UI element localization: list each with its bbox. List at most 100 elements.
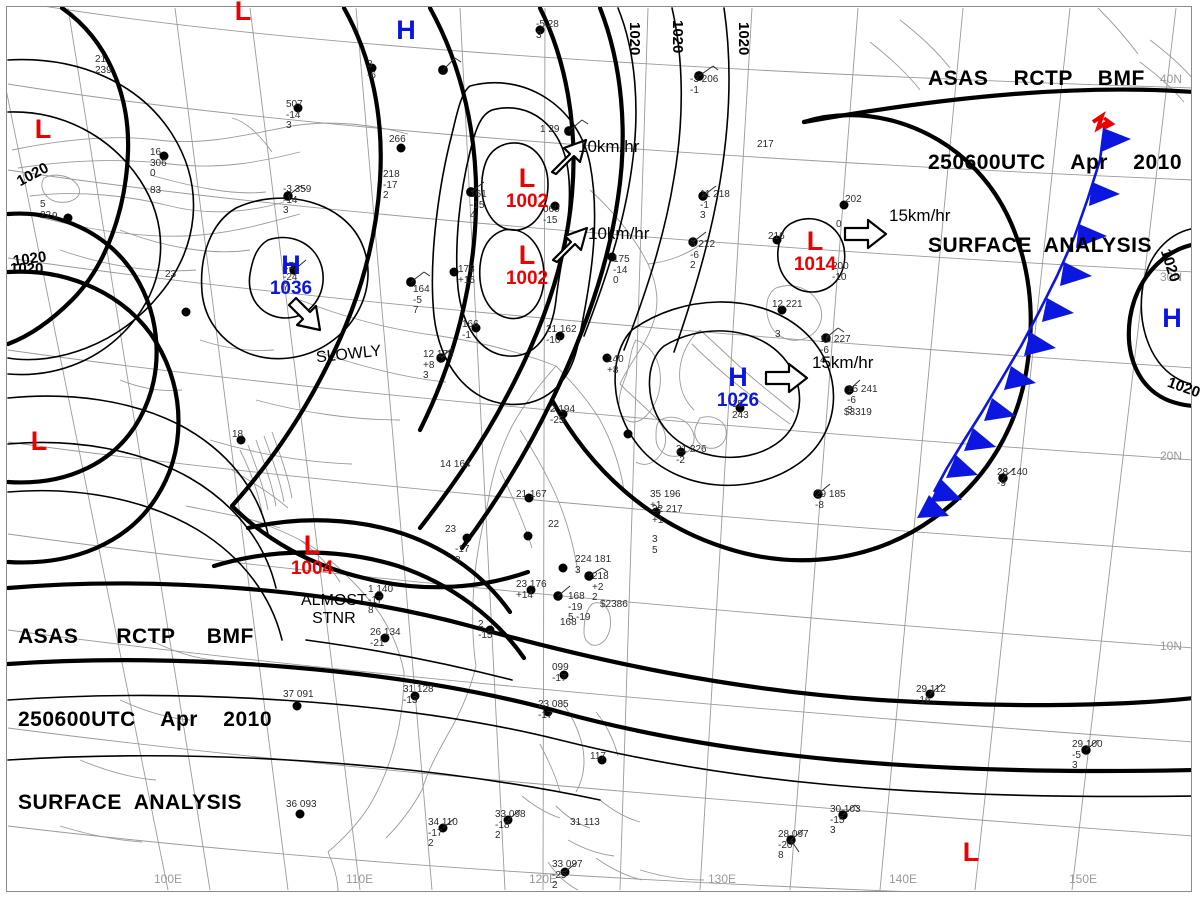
- station-plot: 164 -5 7: [413, 284, 430, 317]
- station-symbol-group: [63, 25, 1099, 877]
- station-plot-r1: $2386: [600, 599, 628, 610]
- station-plot: 18: [232, 429, 243, 441]
- station-plot-r2: +14: [516, 589, 533, 601]
- station-plot: 5 212 -6 2: [690, 239, 715, 272]
- station-plot-r2: -17: [368, 594, 383, 606]
- station-plot: $2386: [600, 599, 628, 611]
- station-plot: 175 -14 0: [613, 254, 630, 287]
- station-plot-r1: 25: [283, 261, 295, 272]
- station-plot-r1: 216: [768, 231, 785, 242]
- motion-low-b: 10km/hr: [588, 224, 650, 243]
- station-plot-r2: -6: [820, 344, 829, 356]
- station-plot-r3: 3: [700, 210, 706, 221]
- station-plot-r2: -6: [367, 69, 376, 81]
- latitude-label: 20N: [1160, 449, 1183, 463]
- station-plot-r1: 224 181: [575, 554, 612, 565]
- station-plot-r1: -17: [455, 544, 470, 555]
- station-plot-r1: 217: [757, 139, 774, 150]
- station-plot-r2: 8: [455, 554, 461, 566]
- longitude-label: 130E: [708, 872, 737, 886]
- station-plot-r1: 1 140: [368, 584, 394, 595]
- station-plot: $3319: [844, 407, 872, 419]
- station-plot-r2: -2: [676, 454, 685, 466]
- station-plot-r1: 83: [150, 185, 162, 196]
- station-plot-r1: 161: [470, 189, 487, 200]
- station-plot: 2 194 -25: [550, 404, 575, 426]
- station-plot: 168: [560, 617, 577, 629]
- station-plot-r1: 15 241: [847, 384, 878, 395]
- station-plot-r1: 12 176: [423, 349, 454, 360]
- note-almost-stnr-line-2: STNR: [312, 610, 356, 628]
- warm-front-tip-arrow: [1091, 111, 1116, 133]
- station-plot-r1: 202: [845, 194, 862, 205]
- station-plot-r1: 3: [367, 59, 373, 70]
- station-plot: 200 -10: [832, 261, 849, 283]
- station-plot: 11 218 -1 3: [700, 189, 730, 222]
- station-plot-r3: 2: [592, 592, 598, 603]
- longitude-label: 150E: [1069, 872, 1098, 886]
- station-plot-r1: 21: [95, 54, 107, 65]
- cold-front: [917, 111, 1131, 518]
- station-plot: 099 -17: [552, 662, 569, 684]
- station-plot: 218 +2 2: [592, 571, 609, 604]
- station-plot: 23: [165, 269, 176, 281]
- station-plot-r1: 2: [478, 619, 484, 630]
- station-plot-r1: 1 29: [540, 124, 560, 135]
- latitude-label: 40N: [1160, 72, 1183, 86]
- station-plot-r1: 218: [592, 571, 609, 582]
- longitude-label: 140E: [889, 872, 918, 886]
- station-plot-r1: 9: [52, 211, 58, 222]
- station-plot-r3: 4: [820, 355, 826, 366]
- station-plot-r1: 22 217: [652, 504, 683, 515]
- station-plot-r1: 200: [832, 261, 849, 272]
- station-plot: 31 113: [570, 817, 600, 829]
- station-plot-r2: +8: [423, 359, 435, 371]
- station-plot-r2: -18: [495, 819, 510, 831]
- station-plot-r2: -6: [847, 394, 856, 406]
- isobar-bold-group: [7, 7, 1191, 774]
- station-plot: 23 176 +14: [516, 579, 547, 601]
- station-plot: -3 206 -1: [690, 74, 719, 96]
- station-plot: 14 164: [440, 459, 471, 471]
- station-plot-r2: -19: [568, 601, 583, 613]
- station-plot-r1: 29 112: [916, 684, 946, 695]
- station-plot-r1: 218: [383, 169, 400, 180]
- station-plot-r2: +1: [650, 499, 662, 511]
- station-plot: 5 22: [40, 199, 51, 221]
- station-plot-r2: -8: [815, 499, 824, 511]
- cold-front-line: [932, 121, 1107, 493]
- station-plot-r3: 2: [428, 838, 434, 849]
- coastline-group: [11, 7, 1191, 891]
- station-plot: 117: [590, 751, 606, 763]
- station-plot-r2: 243: [732, 409, 749, 421]
- station-plot-r3: 2: [552, 880, 558, 891]
- station-plot: 217: [757, 139, 774, 151]
- isobar-label: 1020: [626, 22, 643, 56]
- station-plot: 2 -15: [478, 619, 492, 641]
- station-plot-r1: 29 185: [815, 489, 846, 500]
- footer-title-block: ASAS RCTP BMF 250600UTC Apr 2010 SURFACE…: [18, 567, 272, 872]
- station-plot: 33 097 -25 2: [552, 859, 583, 892]
- station-plot: -5 28 3: [536, 19, 559, 41]
- station-plot-r3: 7: [283, 282, 289, 293]
- station-plot: 15 241 -6 3: [847, 384, 878, 417]
- station-plot-r1: 168: [568, 591, 585, 602]
- station-plot-r2: -17: [428, 827, 443, 839]
- station-plot: 22: [548, 519, 560, 531]
- station-plot-r1: -3 206: [690, 74, 719, 85]
- station-plot-r1: 22: [548, 519, 560, 530]
- station-plot: 31 128 -13: [403, 684, 434, 706]
- motion-arrow-low-b: [551, 226, 589, 264]
- isobar-label: 1020: [669, 20, 686, 54]
- station-plot: 21 239: [95, 54, 112, 76]
- station-plot-r1: -3 359: [283, 184, 312, 195]
- station-plot: 266: [389, 134, 406, 146]
- station-plot-r2: +2: [592, 581, 604, 593]
- station-plot: 16 306 0: [150, 147, 167, 180]
- station-plot: 22 217 +1: [652, 504, 683, 526]
- station-plot-r2: -15: [543, 214, 558, 226]
- isobar-label: 1020: [10, 260, 44, 277]
- station-plot: 29 100 -5 3: [1072, 739, 1103, 772]
- station-plot-r1: 168: [560, 617, 577, 628]
